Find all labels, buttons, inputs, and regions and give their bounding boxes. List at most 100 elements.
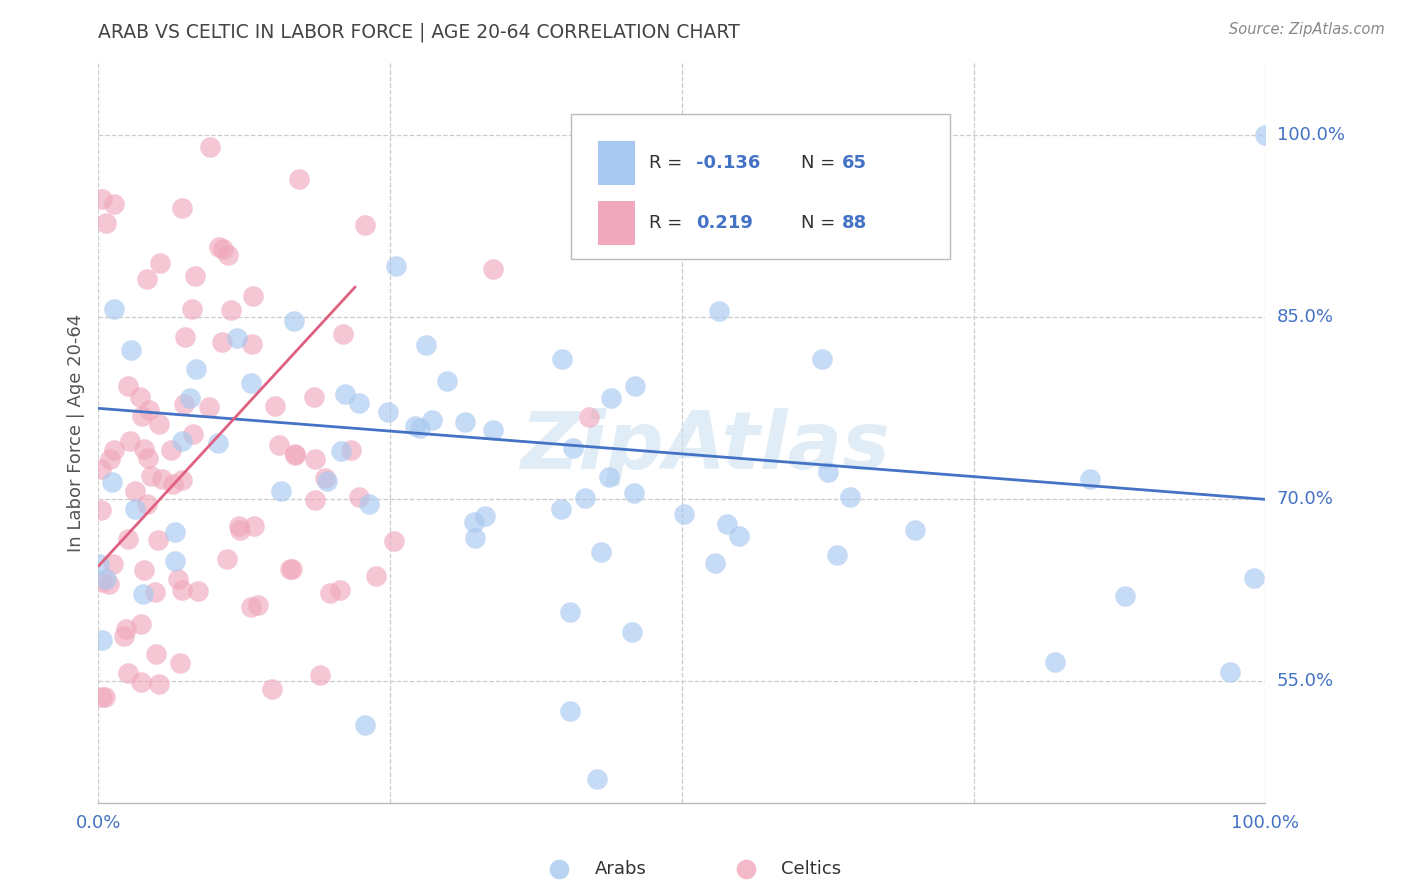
Point [124, 484, 146, 499]
Point [1114, 589, 1136, 603]
Point [436, 375, 458, 389]
Point [600, 391, 623, 405]
Point [149, 256, 172, 270]
Point [482, 261, 505, 276]
Point [243, 519, 266, 533]
Point [181, 427, 204, 442]
Point [474, 509, 496, 524]
Point [558, 605, 581, 619]
Point [101, 475, 124, 489]
Point [159, 443, 181, 458]
Point [120, 343, 142, 358]
Point [620, 624, 643, 639]
Point [558, 704, 581, 718]
Point [217, 248, 239, 262]
Point [228, 519, 250, 533]
Text: 65: 65 [842, 154, 866, 172]
Point [103, 557, 125, 571]
Point [187, 583, 209, 598]
Point [314, 471, 336, 485]
Text: ZipAtlas: ZipAtlas [520, 409, 890, 486]
Point [332, 326, 354, 341]
Point [128, 390, 150, 404]
Point [219, 303, 242, 318]
Point [208, 239, 231, 253]
Point [598, 470, 620, 484]
Point [589, 545, 612, 559]
Point [359, 497, 381, 511]
Point [409, 421, 432, 435]
Point [98, 451, 121, 466]
Text: Celtics: Celtics [782, 861, 841, 879]
Point [304, 390, 326, 404]
Point [240, 600, 263, 615]
Point [172, 473, 194, 487]
Point [172, 201, 194, 215]
Point [377, 405, 399, 419]
Point [129, 675, 152, 690]
FancyBboxPatch shape [571, 114, 950, 259]
Point [170, 434, 193, 448]
Point [304, 452, 326, 467]
Text: Arabs: Arabs [595, 861, 647, 879]
Point [148, 417, 170, 431]
Point [264, 399, 287, 413]
Point [132, 442, 155, 457]
Point [333, 387, 356, 401]
Point [131, 587, 153, 601]
Text: 55.0%: 55.0% [1277, 673, 1334, 690]
Point [162, 477, 184, 491]
FancyBboxPatch shape [598, 141, 636, 185]
Point [904, 523, 927, 537]
Point [90, 461, 112, 475]
Point [404, 419, 426, 434]
Point [319, 586, 342, 600]
Point [839, 490, 862, 504]
Point [382, 533, 405, 548]
Point [704, 556, 727, 570]
FancyBboxPatch shape [598, 201, 636, 244]
Point [288, 172, 311, 186]
Point [623, 486, 645, 500]
Point [226, 331, 249, 345]
Point [330, 444, 353, 458]
Point [103, 442, 125, 457]
Text: N =: N = [801, 214, 841, 232]
Point [240, 336, 263, 351]
Point [215, 552, 238, 566]
Point [315, 474, 337, 488]
Point [96, 572, 118, 586]
Text: 88: 88 [842, 214, 868, 232]
Point [247, 598, 270, 612]
Point [136, 451, 159, 466]
Point [385, 259, 408, 273]
Point [165, 553, 187, 567]
Point [173, 330, 195, 344]
Point [212, 242, 235, 256]
Point [112, 628, 135, 642]
Text: 85.0%: 85.0% [1277, 309, 1333, 326]
Point [1254, 128, 1277, 143]
Point [270, 483, 292, 498]
Point [281, 562, 304, 576]
Point [131, 409, 153, 423]
Point [309, 668, 332, 682]
Point [186, 361, 208, 376]
Point [1243, 571, 1265, 585]
Text: R =: R = [650, 154, 688, 172]
Point [464, 531, 486, 545]
Point [811, 352, 834, 367]
Point [120, 434, 142, 448]
Point [103, 302, 125, 317]
Point [211, 335, 233, 350]
Point [169, 656, 191, 670]
Point [550, 501, 572, 516]
Point [129, 617, 152, 632]
Point [707, 304, 730, 318]
Text: 70.0%: 70.0% [1277, 491, 1333, 508]
Point [284, 447, 307, 461]
Point [184, 268, 207, 283]
Point [267, 437, 290, 451]
Text: ARAB VS CELTIC IN LABOR FORCE | AGE 20-64 CORRELATION CHART: ARAB VS CELTIC IN LABOR FORCE | AGE 20-6… [98, 22, 740, 42]
Point [135, 271, 157, 285]
